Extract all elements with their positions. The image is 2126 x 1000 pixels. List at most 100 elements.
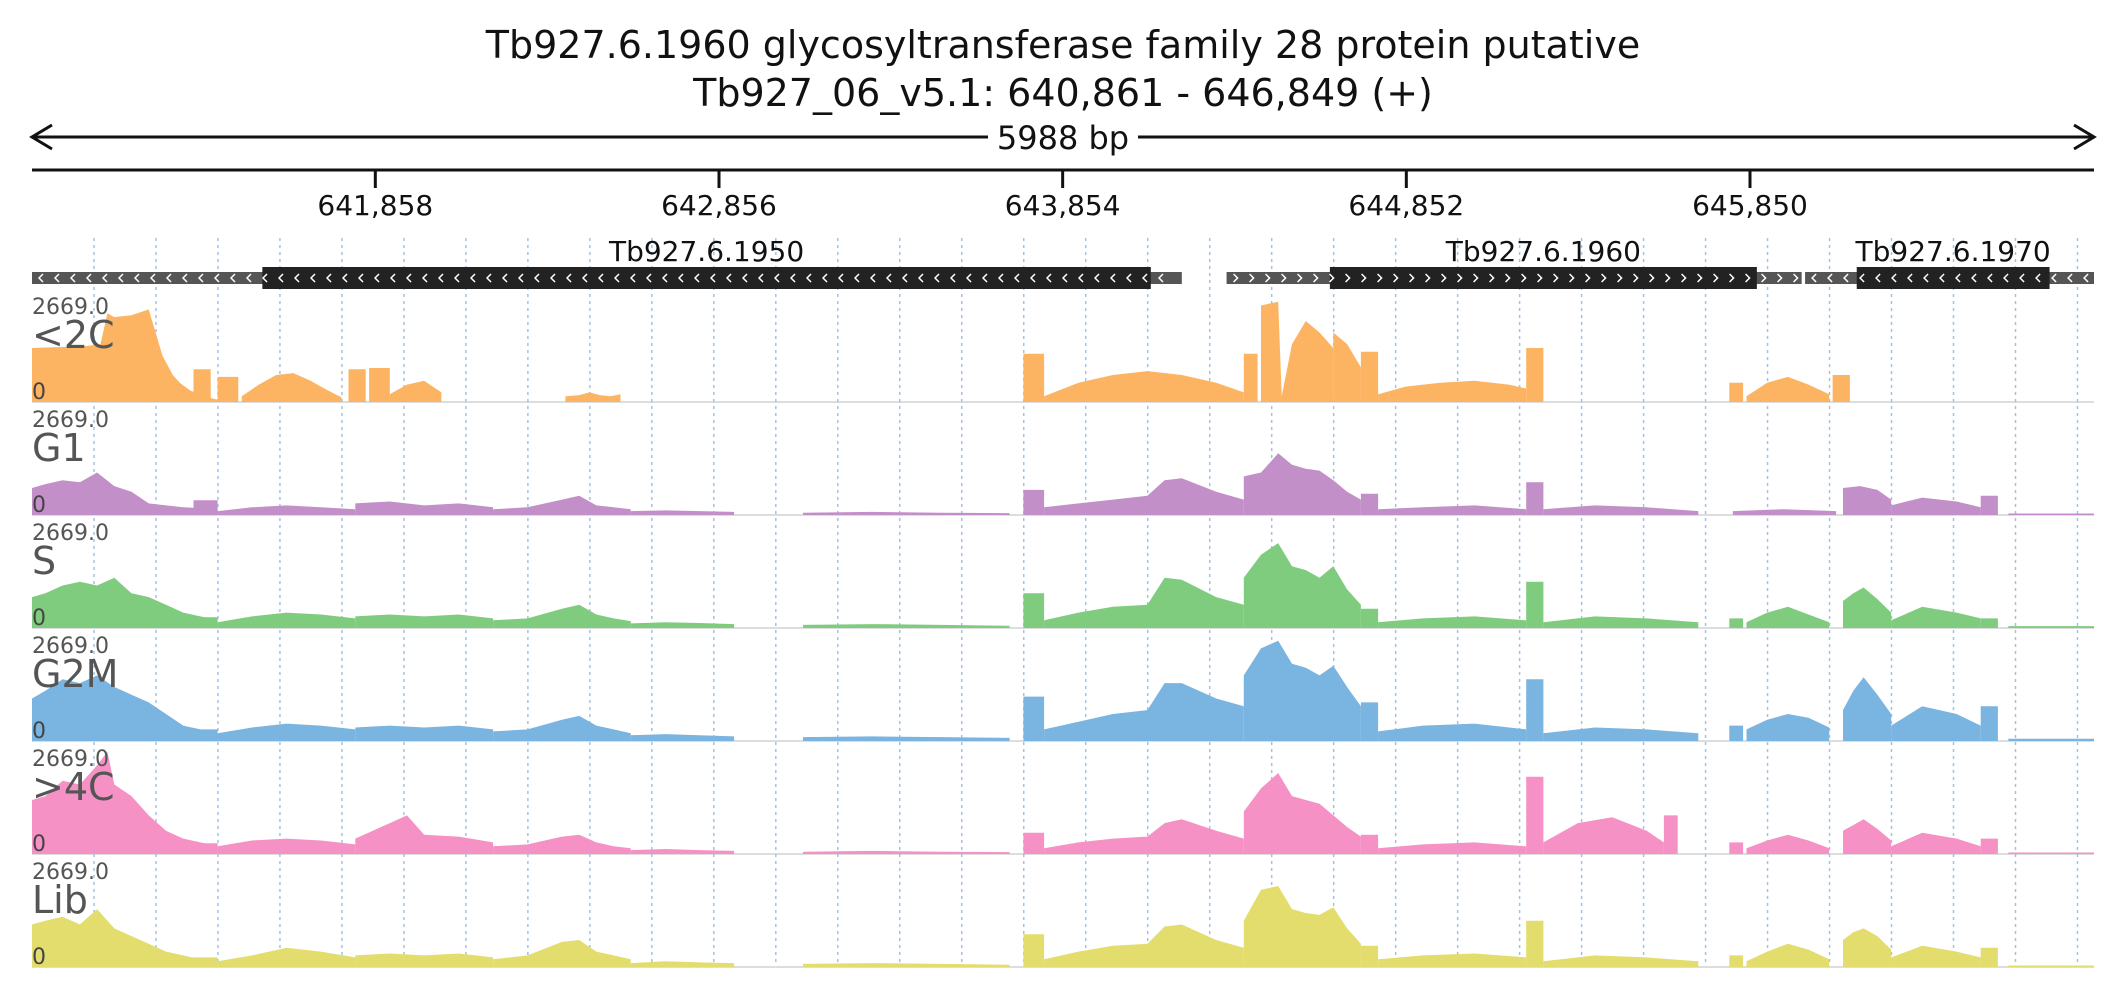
coverage-area-1-15 <box>1843 486 1892 515</box>
coverage-area-3-3 <box>355 725 494 741</box>
gene-strand-chevron-0-47 <box>789 273 796 283</box>
track-label-5: Lib <box>32 878 88 922</box>
coverage-area-4-3 <box>355 815 494 854</box>
gene-strand-chevron-0-43 <box>725 273 732 283</box>
gene-strand-chevron-2-6 <box>1907 273 1913 283</box>
gene-strand-chevron-1-24 <box>1617 273 1623 283</box>
gene-strand-chevron-0-8 <box>165 273 172 283</box>
coverage-area-0-7 <box>565 392 621 402</box>
coverage-area-5-5 <box>630 961 735 967</box>
gene-strand-chevron-2-13 <box>2019 273 2025 283</box>
gene-strand-chevron-0-10 <box>197 273 204 283</box>
coverage-area-3-14 <box>1729 725 1744 741</box>
track-0: 2669.0 0 <2C <box>32 295 2094 405</box>
gene-strand-chevron-0-27 <box>469 273 476 283</box>
coverage-area-0-1 <box>193 369 211 402</box>
span-arrow-right <box>2073 123 2097 151</box>
gene-strand-chevron-0-5 <box>117 273 124 283</box>
gene-track: Tb927.6.1950 Tb927.6.1960 Tb927.6.1970 <box>32 235 2094 289</box>
gene-strand-chevron-0-57 <box>949 273 956 283</box>
track-label-0: <2C <box>32 313 115 357</box>
gene-strand-chevron-0-21 <box>373 273 380 283</box>
coverage-area-0-4 <box>348 369 366 402</box>
gene-strand-chevron-0-46 <box>773 273 780 283</box>
gene-strand-chevron-0-34 <box>581 273 588 283</box>
coverage-area-5-15 <box>1746 943 1830 967</box>
coverage-area-2-18 <box>1980 618 1998 628</box>
coverage-area-0-8 <box>1023 353 1045 402</box>
coverage-area-3-6 <box>803 736 1010 741</box>
gene-cds-2 <box>1856 267 2050 289</box>
coverage-area-4-5 <box>630 849 735 854</box>
gene-strand-chevron-0-13 <box>245 273 252 283</box>
coverage-area-0-11 <box>1261 301 1334 402</box>
gene-strand-chevron-0-33 <box>565 273 572 283</box>
gene-strand-chevron-1-9 <box>1377 273 1383 283</box>
track-ymax-2: 2669.0 <box>32 521 109 546</box>
gene-strand-chevron-1-11 <box>1409 273 1415 283</box>
coverage-area-1-11 <box>1378 505 1527 515</box>
gene-strand-chevron-0-55 <box>917 273 924 283</box>
coverage-area-5-14 <box>1729 955 1744 967</box>
coverage-area-0-18 <box>1832 375 1850 402</box>
coverage-area-2-7 <box>1023 593 1045 628</box>
span-label: 5988 bp <box>997 119 1129 157</box>
coverage-area-5-4 <box>493 940 631 967</box>
gene-strand-chevron-0-69 <box>1141 273 1148 283</box>
coverage-area-4-1 <box>193 843 218 854</box>
axis-tick-label-4: 645,850 <box>1692 189 1808 222</box>
gene-strand-chevron-0-2 <box>69 273 76 283</box>
coverage-area-5-8 <box>1044 924 1244 967</box>
track-ymax-4: 2669.0 <box>32 747 109 772</box>
coverage-area-4-7 <box>1023 832 1045 854</box>
gene-strand-chevron-1-2 <box>1265 273 1271 283</box>
gene-0: Tb927.6.1950 <box>32 235 1182 289</box>
gene-strand-chevron-0-6 <box>133 273 140 283</box>
gene-strand-chevron-0-11 <box>213 273 220 283</box>
coverage-area-2-5 <box>630 622 735 628</box>
gene-strand-chevron-0-67 <box>1109 273 1116 283</box>
coverage-area-0-17 <box>1746 376 1830 402</box>
axis-tick-label-1: 642,856 <box>661 189 777 222</box>
track-2: 2669.0 0 S <box>32 521 2094 631</box>
gene-strand-chevron-0-18 <box>325 273 332 283</box>
axis-tick-label-0: 641,858 <box>317 189 433 222</box>
coverage-area-1-5 <box>630 510 735 515</box>
gene-strand-chevron-0-40 <box>677 273 684 283</box>
gene-strand-chevron-2-3 <box>1859 273 1865 283</box>
gene-strand-chevron-0-44 <box>741 273 748 283</box>
gene-strand-chevron-1-3 <box>1281 273 1287 283</box>
gene-strand-chevron-0-24 <box>421 273 428 283</box>
coverage-area-3-10 <box>1360 702 1379 741</box>
span-arrow-left <box>29 123 53 151</box>
gene-strand-chevron-2-2 <box>1843 273 1849 283</box>
gene-strand-chevron-0-1 <box>53 273 60 283</box>
gene-strand-chevron-2-5 <box>1891 273 1897 283</box>
gene-strand-chevron-0-23 <box>405 273 412 283</box>
coverage-area-2-13 <box>1543 616 1699 628</box>
gene-strand-chevron-1-7 <box>1345 273 1351 283</box>
gene-strand-chevron-0-54 <box>901 273 908 283</box>
coverage-area-5-10 <box>1360 945 1379 967</box>
gene-strand-chevron-0-59 <box>981 273 988 283</box>
gene-strand-chevron-0-20 <box>357 273 364 283</box>
gene-strand-chevron-0-39 <box>661 273 668 283</box>
gene-strand-chevron-0-12 <box>229 273 236 283</box>
gene-strand-chevron-0-36 <box>613 273 620 283</box>
coverage-area-2-16 <box>1843 587 1892 628</box>
gene-strand-chevron-1-1 <box>1249 273 1255 283</box>
coverage-area-5-16 <box>1843 928 1892 967</box>
gene-strand-chevron-1-31 <box>1729 273 1735 283</box>
coverage-area-2-12 <box>1526 581 1544 628</box>
coverage-area-1-4 <box>493 495 631 515</box>
coverage-area-4-16 <box>1746 834 1830 854</box>
coverage-area-5-18 <box>1980 947 1998 967</box>
gene-strand-chevron-0-45 <box>757 273 764 283</box>
coverage-area-4-9 <box>1243 773 1361 854</box>
gene-strand-chevron-0-60 <box>997 273 1004 283</box>
coverage-area-3-0 <box>32 675 218 741</box>
gene-strand-chevron-0-56 <box>933 273 940 283</box>
gene-strand-chevron-0-49 <box>821 273 828 283</box>
gene-label-2: Tb927.6.1970 <box>1855 235 2051 268</box>
